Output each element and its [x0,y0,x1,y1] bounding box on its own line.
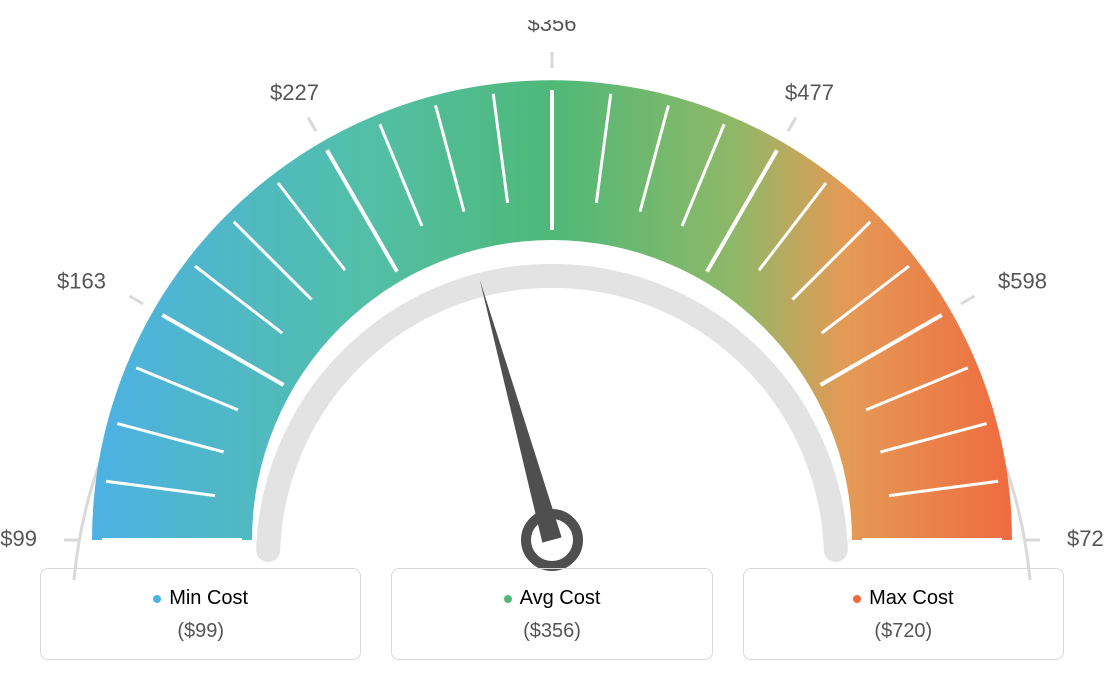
legend-min: Min Cost ($99) [40,568,361,660]
legend-min-label: Min Cost [169,587,248,610]
legend-row: Min Cost ($99) Avg Cost ($356) Max Cost … [40,568,1064,660]
legend-avg-label: Avg Cost [520,587,601,610]
legend-min-title: Min Cost [153,587,248,610]
legend-avg-dot [504,595,512,603]
svg-text:$163: $163 [57,268,106,293]
legend-min-dot [153,595,161,603]
gauge-container: $99 $163 $227 $356 $477 $598 $720 [0,0,1104,560]
legend-max-title: Max Cost [853,587,953,610]
svg-text:$227: $227 [270,80,319,105]
svg-text:$477: $477 [785,80,834,105]
legend-min-value: ($99) [51,620,350,643]
legend-max-value: ($720) [754,620,1053,643]
svg-text:$720: $720 [1067,526,1104,551]
svg-text:$99: $99 [0,526,37,551]
legend-avg-title: Avg Cost [504,587,601,610]
legend-avg: Avg Cost ($356) [391,568,712,660]
legend-max-dot [853,595,861,603]
svg-text:$356: $356 [528,20,577,36]
gauge-chart: $99 $163 $227 $356 $477 $598 $720 [0,20,1104,580]
svg-text:$598: $598 [998,268,1047,293]
legend-avg-value: ($356) [402,620,701,643]
legend-max-label: Max Cost [869,587,953,610]
legend-max: Max Cost ($720) [743,568,1064,660]
